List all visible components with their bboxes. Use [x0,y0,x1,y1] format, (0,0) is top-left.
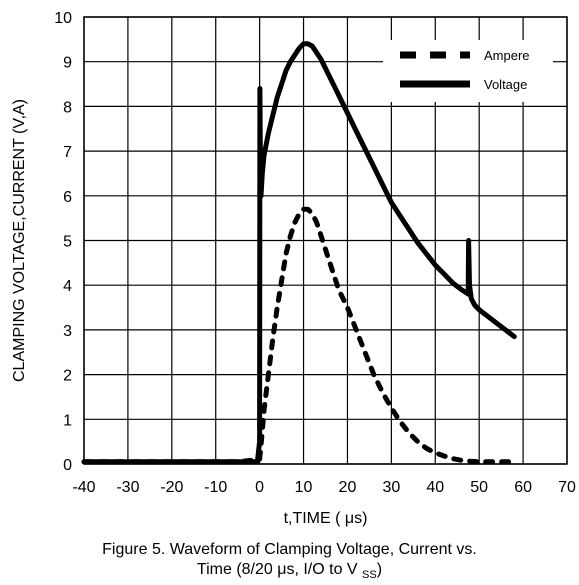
x-tick-label: 20 [339,479,357,496]
x-tick-label: 0 [255,479,264,496]
y-tick-label: 10 [54,10,72,27]
caption-line2-end: ) [376,561,383,578]
figure-caption-line1: Figure 5. Waveform of Clamping Voltage, … [102,541,477,558]
y-tick-label: 0 [63,457,72,474]
x-tick-label: -40 [72,479,95,496]
x-tick-label: 30 [382,479,400,496]
y-tick-label: 9 [63,55,72,72]
figure-caption-line2: Time (8/20 μs, I/O to V SS) [0,560,579,585]
y-tick-label: 1 [63,412,72,429]
x-tick-label: 70 [558,479,576,496]
plot-area-frame [83,16,568,465]
y-tick-label: 3 [63,323,72,340]
caption-line2-text: Time (8/20 μs, I/O to V [196,561,358,578]
series-line-voltage [81,41,517,465]
series-line-ampere [81,206,517,465]
series-layer [81,41,517,465]
x-tick-label: 50 [470,479,488,496]
y-tick-label: 8 [63,99,72,116]
x-tick-label: 40 [426,479,444,496]
y-tick-label: 6 [63,189,72,206]
x-tick-label: 60 [514,479,532,496]
legend-label-ampere: Ampere [484,48,530,63]
x-tick-label: 10 [295,479,313,496]
legend-label-voltage: Voltage [484,77,527,92]
x-axis-label: t,TIME ( μs) [284,510,368,527]
x-axis-ticks: -40 -30 -20 -10 0 10 20 30 40 50 60 70 [72,479,576,496]
legend-background [383,40,553,102]
x-tick-label: -30 [116,479,139,496]
y-axis-label: CLAMPING VOLTAGE,CURRENT (V,A) [11,99,28,382]
y-tick-label: 5 [63,234,72,251]
x-tick-label: -10 [204,479,227,496]
y-axis-ticks: 0 1 2 3 4 5 6 7 8 9 10 [54,10,72,474]
y-tick-label: 2 [63,368,72,385]
x-tick-label: -20 [160,479,183,496]
legend: Ampere Voltage [383,40,553,102]
caption-subscript: SS [362,569,377,582]
y-tick-label: 7 [63,144,72,161]
y-tick-label: 4 [63,278,72,295]
